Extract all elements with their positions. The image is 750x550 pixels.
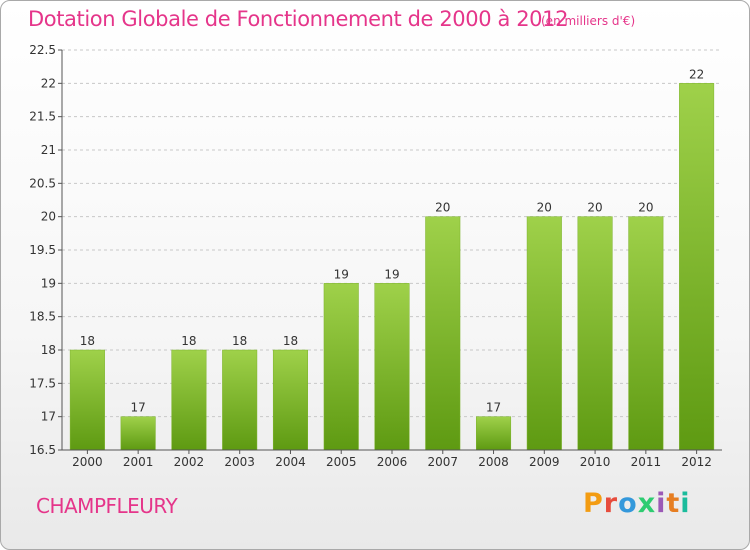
axes — [58, 49, 722, 454]
y-tick-label: 21 — [41, 143, 56, 157]
y-tick-label: 17 — [41, 410, 56, 424]
x-tick-label-2007: 2007 — [427, 455, 458, 469]
bar-2005 — [323, 283, 359, 451]
bar-value-label-2008: 17 — [486, 401, 501, 415]
x-tick-label-2012: 2012 — [681, 455, 712, 469]
bar-value-label-2001: 17 — [131, 401, 146, 415]
bar-value-label-2009: 20 — [537, 201, 552, 215]
bar-2000 — [69, 349, 105, 451]
y-tick-label: 18.5 — [29, 310, 56, 324]
bar-value-label-2002: 18 — [181, 334, 196, 348]
x-tick-label-2001: 2001 — [123, 455, 154, 469]
logo-letter: r — [603, 488, 619, 519]
x-tick-label-2009: 2009 — [529, 455, 560, 469]
bar-2002 — [171, 349, 207, 451]
bar-2011 — [628, 216, 664, 451]
proxiti-logo: Proxiti — [583, 488, 691, 519]
logo-letter: t — [666, 488, 681, 519]
bars — [69, 83, 715, 451]
bar-2001 — [120, 416, 156, 451]
x-tick-label-2010: 2010 — [580, 455, 611, 469]
x-tick-label-2002: 2002 — [174, 455, 205, 469]
logo-letter: i — [656, 488, 667, 519]
x-tick-label-2004: 2004 — [275, 455, 306, 469]
chart-subtitle: (en milliers d'€) — [541, 14, 636, 28]
bar-value-label-2003: 18 — [232, 334, 247, 348]
bar-2012 — [679, 83, 715, 451]
bar-2009 — [526, 216, 562, 451]
x-tick-label-2003: 2003 — [224, 455, 255, 469]
bar-2008 — [476, 416, 512, 451]
bar-value-label-2005: 19 — [334, 267, 349, 281]
labels: 16.5 17 17.5 18 18.5 19 19.5 20 20.5 21 21.5 22 22.5… — [29, 43, 712, 469]
bar-value-label-2010: 20 — [587, 201, 602, 215]
commune-name: CHAMPFLEURY — [36, 494, 178, 518]
x-tick-label-2005: 2005 — [326, 455, 357, 469]
logo-letter: x — [637, 488, 657, 519]
y-tick-label: 18 — [41, 343, 56, 357]
bar-2004 — [272, 349, 308, 451]
chart-title: Dotation Globale de Fonctionnement de 20… — [28, 7, 569, 31]
y-tick-label: 20 — [41, 210, 56, 224]
bar-2006 — [374, 283, 410, 451]
x-tick-label-2006: 2006 — [377, 455, 408, 469]
bar-value-label-2012: 22 — [689, 67, 704, 81]
bar-value-label-2000: 18 — [80, 334, 95, 348]
bar-2010 — [577, 216, 613, 451]
y-tick-label: 19.5 — [29, 243, 56, 257]
bar-value-label-2004: 18 — [283, 334, 298, 348]
bar-2007 — [425, 216, 461, 451]
y-tick-label: 16.5 — [29, 443, 56, 457]
bar-value-label-2006: 19 — [384, 267, 399, 281]
bar-value-label-2011: 20 — [638, 201, 653, 215]
logo-letter: o — [618, 488, 638, 519]
y-tick-label: 21.5 — [29, 110, 56, 124]
logo-letter: i — [680, 488, 691, 519]
x-tick-label-2000: 2000 — [72, 455, 103, 469]
y-tick-label: 20.5 — [29, 176, 56, 190]
bar-2003 — [222, 349, 258, 451]
bar-value-label-2007: 20 — [435, 201, 450, 215]
y-tick-label: 22 — [41, 76, 56, 90]
y-tick-label: 22.5 — [29, 43, 56, 57]
x-tick-label-2011: 2011 — [631, 455, 662, 469]
x-tick-label-2008: 2008 — [478, 455, 509, 469]
y-tick-label: 17.5 — [29, 376, 56, 390]
logo-letter: P — [583, 488, 604, 519]
y-tick-label: 19 — [41, 276, 56, 290]
